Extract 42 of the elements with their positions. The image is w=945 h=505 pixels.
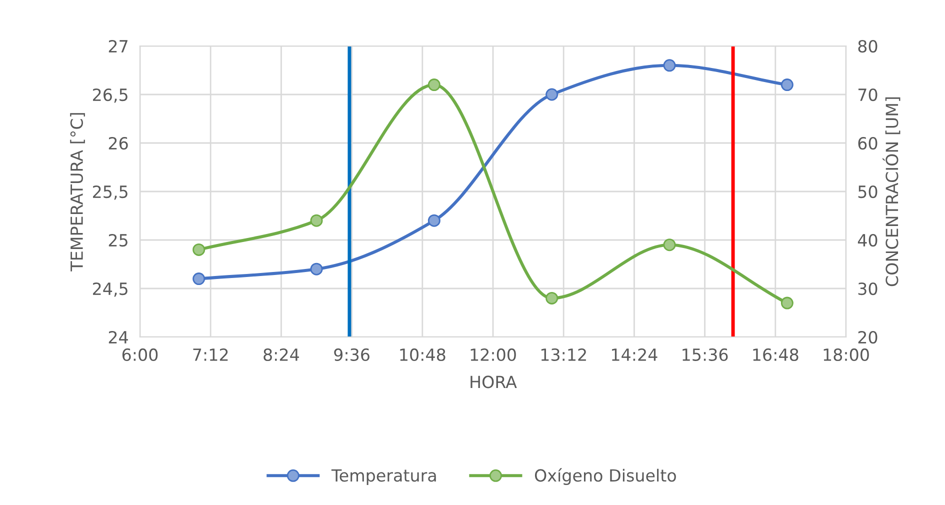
y-axis-title: TEMPERATURA [°C] xyxy=(70,113,85,272)
x-tick-label: 6:00 xyxy=(122,348,158,362)
y2-axis-title: CONCENTRACIÓN [UM] xyxy=(882,97,900,286)
point xyxy=(310,262,323,276)
y-tick-label: 24,5 xyxy=(93,282,128,297)
point xyxy=(546,292,558,304)
y-tick-label: 25,5 xyxy=(93,185,128,200)
x-tick-label: 10:48 xyxy=(400,348,446,362)
y-tick-label: 27 xyxy=(108,40,128,52)
point xyxy=(310,214,323,227)
x-tick-label: 9:36 xyxy=(334,348,370,362)
x-tick-label: 16:48 xyxy=(753,348,798,362)
y2-tick-label: 20 xyxy=(858,330,878,344)
y-tick-label: 26,5 xyxy=(93,88,128,103)
y-tick-label: 26 xyxy=(108,136,128,150)
point xyxy=(428,214,440,227)
point xyxy=(428,78,440,92)
y2-tick-label: 70 xyxy=(858,88,878,102)
x-tick-label: 14:24 xyxy=(612,348,658,361)
legend-label: Oxígeno Disuelto xyxy=(534,468,676,485)
x-tick-label: 7:12 xyxy=(193,348,228,361)
point xyxy=(780,78,794,92)
y2-tick-label: 60 xyxy=(858,136,878,150)
point xyxy=(192,272,206,286)
point xyxy=(780,296,794,310)
x-tick-label: 15:36 xyxy=(682,348,728,362)
x-tick-label: 12:00 xyxy=(470,348,516,362)
y-tick-label: 25 xyxy=(108,234,128,247)
point xyxy=(546,88,558,101)
y2-tick-label: 80 xyxy=(858,40,878,53)
y2-tick-label: 40 xyxy=(858,234,878,247)
x-tick-label: 18:00 xyxy=(824,348,869,362)
x-tick-label: 8:24 xyxy=(264,348,299,362)
x-axis-title: HORA xyxy=(470,376,517,388)
y-tick-label: 24 xyxy=(108,330,128,344)
point xyxy=(663,59,676,72)
y2-tick-label: 30 xyxy=(858,282,878,296)
y2-tick-label: 50 xyxy=(858,185,878,198)
point xyxy=(663,238,676,252)
legend-label: Temperatura xyxy=(331,469,436,485)
x-tick-label: 13:12 xyxy=(541,348,586,362)
point xyxy=(192,243,206,256)
